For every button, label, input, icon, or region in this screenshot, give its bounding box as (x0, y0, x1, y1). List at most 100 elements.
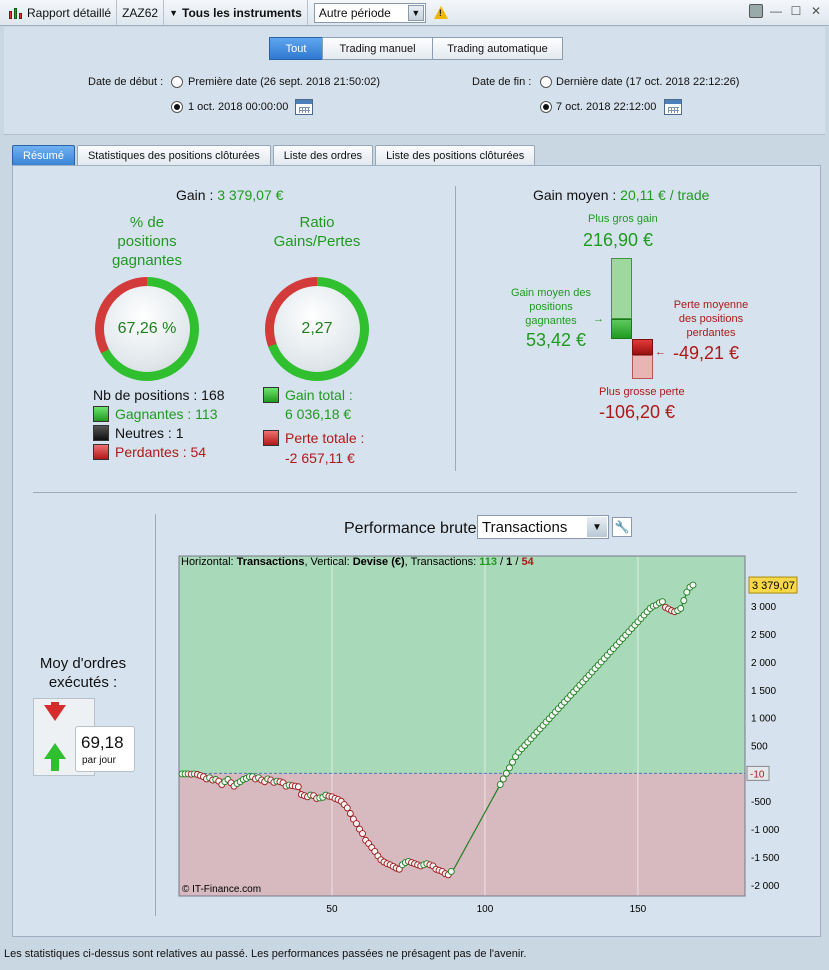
positions-count-text: Nb de positions : 168 (93, 387, 225, 403)
x-tick-label: 50 (326, 904, 338, 914)
wrench-icon[interactable]: 🔧 (612, 517, 632, 537)
ratio-title-line: Ratio (299, 214, 335, 231)
tab-all[interactable]: Tout (269, 37, 323, 60)
orders-title-line: exécutés : (48, 674, 118, 691)
start-custom-label: 1 oct. 2018 00:00:00 (188, 101, 289, 113)
start-first-label: Première date (26 sept. 2018 21:50:02) (188, 76, 381, 88)
candlestick-icon (9, 6, 23, 20)
start-date-label: Date de début : (88, 76, 164, 88)
period-select[interactable]: Autre période ▼ (313, 2, 426, 23)
pct-title-line: positions (117, 233, 177, 250)
caption-line: Perte moyenne (673, 299, 749, 311)
vertical-divider (155, 514, 156, 916)
tab-manual[interactable]: Trading manuel (322, 37, 433, 60)
data-point (496, 781, 504, 788)
red-swatch (93, 444, 109, 460)
end-custom-label: 7 oct. 2018 22:12:00 (556, 101, 657, 113)
end-last-label: Dernière date (17 oct. 2018 22:12:26) (556, 76, 740, 88)
report-label: Rapport détaillé (27, 5, 112, 20)
ratio-title-line: Gains/Pertes (273, 233, 361, 250)
calendar-icon[interactable] (295, 99, 313, 115)
y-axis: 3 000 2 500 2 000 1 500 1 000 500 -500 -1 000 -1… (751, 602, 780, 892)
data-point (509, 758, 516, 766)
y-tick-label: 2 000 (751, 658, 776, 669)
series-segment (456, 856, 461, 863)
max-loss-value: -106,20 € (599, 402, 676, 422)
series-segment (459, 851, 465, 858)
avg-gain-number: 53,42 € (526, 330, 587, 350)
gain-area-bg (179, 556, 745, 774)
horizontal-divider (33, 492, 797, 493)
ratio-title: Ratio Gains/Pertes (257, 213, 377, 251)
caption-line: des positions (678, 313, 744, 325)
chevron-down-icon[interactable]: ▼ (587, 517, 607, 537)
tab-summary[interactable]: Résumé (12, 145, 75, 165)
perf-select-value: Transactions (482, 518, 568, 536)
start-custom-radio[interactable] (171, 101, 183, 113)
report-button[interactable]: Rapport détaillé (0, 0, 118, 25)
perf-select[interactable]: Transactions ▼ (477, 515, 609, 539)
performance-chart[interactable]: 3 000 2 500 2 000 1 500 1 000 500 -500 -1 000 -1… (177, 554, 807, 914)
pct-winners-donut: 67,26 % (95, 277, 199, 381)
maximize-icon[interactable]: ☐ (790, 4, 802, 18)
gain-total-label: Gain total : (285, 387, 353, 403)
data-point (502, 769, 510, 777)
data-point (683, 588, 691, 596)
chart-frame (178, 555, 746, 897)
warning-icon[interactable]: ! (433, 6, 448, 19)
gain-total-value: 6 036,18 € (285, 406, 352, 422)
orders-title: Moy d'ordres exécutés : (33, 654, 133, 692)
data-point (689, 581, 697, 589)
gain-total-value-row: 6 036,18 € (285, 406, 351, 422)
close-icon[interactable]: ✕ (810, 4, 822, 18)
series-segment (453, 862, 458, 869)
pct-title-line: % de (129, 214, 165, 231)
report-tabs: Résumé Statistiques des positions clôtur… (12, 145, 537, 165)
account-selector[interactable]: ZAZ62 (117, 0, 165, 25)
orders-title-line: Moy d'ordres (39, 655, 127, 672)
last-value-bg (748, 576, 798, 594)
chart-header: Horizontal: Transactions, Vertical: Devise… (181, 556, 535, 568)
end-date-label: Date de fin : (472, 76, 532, 88)
max-gain-value: 216,90 € (583, 230, 654, 250)
data-point (346, 810, 354, 817)
max-loss-label: Plus grosse perte (599, 386, 685, 398)
loss-total-value: -2 657,11 € (285, 450, 355, 466)
end-last-radio[interactable] (540, 76, 552, 88)
tab-auto[interactable]: Trading automatique (432, 37, 563, 60)
down-arrow-stem (51, 702, 59, 710)
avg-gain-title: Gain moyen : 20,11 € / trade (533, 187, 709, 203)
header-part: Transactions (237, 556, 305, 568)
data-point (505, 764, 513, 772)
series-segment (463, 845, 468, 852)
orders-value-box: 69,18 par jour (75, 726, 135, 772)
end-custom-radio[interactable] (540, 101, 552, 113)
green-swatch (263, 387, 279, 403)
summary-panel: Gain : 3 379,07 € % de positions gagnant… (12, 165, 821, 937)
y-tick-label: 2 500 (751, 630, 776, 641)
caption-line: Gain moyen des (510, 287, 592, 299)
start-first-radio[interactable] (171, 76, 183, 88)
printer-icon[interactable] (749, 4, 763, 18)
header-lose: 54 (521, 556, 534, 568)
tab-closed-stats[interactable]: Statistiques des positions clôturées (76, 145, 271, 165)
instruments-dropdown[interactable]: ▼ Tous les instruments (164, 0, 308, 25)
avg-loss-bar (632, 339, 653, 355)
avg-gain-bar (611, 319, 632, 339)
tab-orders[interactable]: Liste des ordres (272, 145, 374, 165)
period-select-value: Autre période (318, 5, 391, 20)
black-swatch (93, 425, 109, 441)
dropdown-arrow-icon: ▼ (169, 7, 178, 18)
data-point (680, 597, 688, 605)
calendar-icon[interactable] (664, 99, 682, 115)
minimize-icon[interactable]: — (770, 4, 782, 18)
x-axis: 50 100 150 (326, 904, 646, 914)
header-part: Devise (€) (353, 556, 405, 568)
y-tick-label: -1 500 (751, 853, 780, 864)
copyright: © IT-Finance.com (182, 884, 261, 895)
tab-closed-list[interactable]: Liste des positions clôturées (375, 145, 536, 165)
gain-label: Gain : (176, 187, 214, 203)
series-segment (478, 817, 483, 824)
loss-range-bar (632, 355, 653, 379)
chevron-down-icon[interactable]: ▼ (407, 4, 424, 21)
